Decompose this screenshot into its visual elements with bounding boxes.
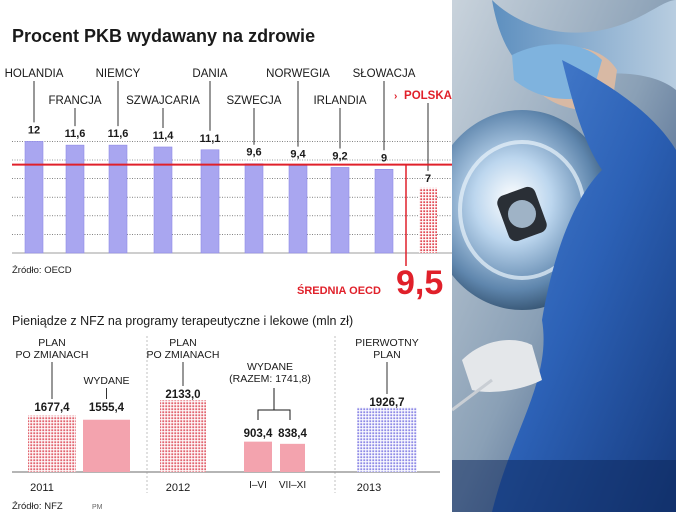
value-label: 9,4 xyxy=(290,149,306,161)
bar-dania xyxy=(200,149,220,254)
nfz-value-label: 2133,0 xyxy=(165,389,200,401)
nfz-item-label: PLAN xyxy=(169,337,196,349)
nfz-item-label: PIERWOTNY xyxy=(355,337,418,349)
bar-szwecja xyxy=(244,163,264,254)
nfz-item-label: PO ZMIANACH xyxy=(16,349,89,361)
nfz-value-label: 1555,4 xyxy=(89,402,125,414)
nfz-value-label: 903,4 xyxy=(244,428,273,440)
gloved-hand xyxy=(462,340,542,392)
nfz-bar xyxy=(244,441,272,472)
bracket-label: (RAZEM: 1741,8) xyxy=(229,373,311,385)
credit: PM xyxy=(92,504,103,511)
bar-norwegia xyxy=(288,165,308,254)
bar-szwajcaria xyxy=(153,146,173,254)
year-label: 2012 xyxy=(166,482,190,494)
category-label: SZWAJCARIA xyxy=(126,95,200,107)
nfz-bar xyxy=(28,415,76,472)
value-label: 12 xyxy=(28,124,40,136)
year-label: 2013 xyxy=(357,482,381,494)
year-label: 2011 xyxy=(30,482,54,494)
bar-irlandia xyxy=(330,167,350,254)
value-label: 11,6 xyxy=(65,128,86,140)
category-label: IRLANDIA xyxy=(313,95,366,107)
bar-holandia xyxy=(24,141,44,254)
infographic-svg: Procent PKB wydawany na zdrowie HOLANDIA 1… xyxy=(5,26,452,512)
value-label: 9,2 xyxy=(332,150,347,162)
category-label: NIEMCY xyxy=(96,68,141,80)
value-label: 7 xyxy=(425,173,431,185)
nfz-period-label: I–VI xyxy=(249,480,267,491)
surgeon-photo xyxy=(452,0,676,512)
nfz-bar xyxy=(83,419,130,472)
value-label: 9,6 xyxy=(246,147,261,159)
category-label: SZWECJA xyxy=(227,95,282,107)
category-label: POLSKA xyxy=(404,90,452,102)
bar-słowacja xyxy=(374,169,394,254)
poland-marker: › xyxy=(394,91,397,102)
source-nfz: Źródło: NFZ xyxy=(12,501,63,512)
surgeon-photo-svg xyxy=(452,0,676,512)
value-label: 11,4 xyxy=(153,130,175,142)
infographic: Procent PKB wydawany na zdrowie HOLANDIA 1… xyxy=(4,26,452,512)
nfz-value-label: 1677,4 xyxy=(34,402,70,414)
category-label: HOLANDIA xyxy=(5,68,64,80)
category-label: SŁOWACJA xyxy=(353,68,416,80)
nfz-item-label: WYDANE xyxy=(83,375,129,387)
bar-polska xyxy=(419,187,437,253)
category-label: DANIA xyxy=(192,68,227,80)
category-label: NORWEGIA xyxy=(266,68,330,80)
nfz-value-label: 838,4 xyxy=(278,428,307,440)
nfz-bar xyxy=(357,407,417,472)
chart-title-nfz: Pieniądze z NFZ na programy terapeutyczn… xyxy=(12,314,353,328)
nfz-item-label: PO ZMIANACH xyxy=(147,349,220,361)
value-label: 11,1 xyxy=(200,133,221,145)
nfz-item-label: PLAN xyxy=(38,337,65,349)
nfz-item-label: PLAN xyxy=(373,349,400,361)
bar-niemcy xyxy=(108,144,128,254)
nfz-period-label: VII–XI xyxy=(279,480,306,491)
nfz-programs-chart: Pieniądze z NFZ na programy terapeutyczn… xyxy=(12,314,440,512)
oecd-average-label: ŚREDNIA OECD xyxy=(297,284,381,297)
source-oecd: Źródło: OECD xyxy=(12,265,72,276)
surgical-instrument xyxy=(452,378,493,412)
value-label: 11,6 xyxy=(108,128,129,140)
gdp-health-chart: Procent PKB wydawany na zdrowie HOLANDIA 1… xyxy=(5,26,452,302)
nfz-bar xyxy=(280,443,305,472)
value-label: 9 xyxy=(381,152,387,164)
bracket-label: WYDANE xyxy=(247,361,293,373)
nfz-value-label: 1926,7 xyxy=(369,397,404,409)
bar-francja xyxy=(65,144,85,254)
category-label: FRANCJA xyxy=(48,95,101,107)
oecd-average-value: 9,5 xyxy=(396,264,443,302)
bracket xyxy=(257,388,291,420)
nfz-bar xyxy=(160,400,206,472)
chart-title: Procent PKB wydawany na zdrowie xyxy=(12,26,315,46)
surgical-gown xyxy=(492,60,676,512)
